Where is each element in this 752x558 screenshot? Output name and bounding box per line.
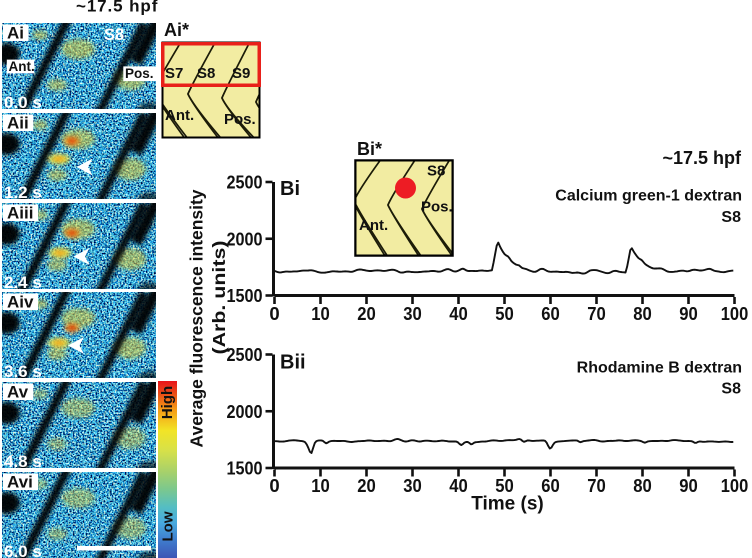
- svg-text:4.8 s: 4.8 s: [4, 452, 42, 468]
- svg-text:Bii: Bii: [280, 352, 306, 374]
- svg-text:Aii: Aii: [7, 114, 29, 133]
- svg-text:1.2 s: 1.2 s: [4, 183, 42, 199]
- svg-text:S8: S8: [197, 65, 215, 82]
- svg-text:Ant.: Ant.: [165, 107, 194, 124]
- svg-text:Aiii: Aiii: [7, 204, 33, 223]
- svg-text:S8: S8: [427, 163, 445, 180]
- svg-text:100: 100: [721, 303, 749, 324]
- svg-text:50: 50: [495, 475, 514, 496]
- svg-text:2500: 2500: [227, 172, 263, 193]
- svg-text:2000: 2000: [227, 228, 263, 249]
- svg-text:10: 10: [311, 303, 330, 324]
- svg-text:1500: 1500: [227, 285, 263, 306]
- svg-text:Time (s): Time (s): [471, 494, 544, 515]
- svg-text:Ant.: Ant.: [359, 217, 388, 234]
- svg-text:1500: 1500: [227, 458, 263, 479]
- svg-text:30: 30: [403, 303, 422, 324]
- svg-text:~17.5 hpf: ~17.5 hpf: [662, 148, 742, 168]
- svg-text:3.6 s: 3.6 s: [4, 362, 42, 378]
- svg-text:Rhodamine B dextran: Rhodamine B dextran: [577, 360, 742, 377]
- svg-text:Aiv: Aiv: [7, 293, 34, 312]
- svg-text:0: 0: [269, 303, 279, 324]
- svg-text:~17.5 hpf: ~17.5 hpf: [76, 0, 158, 16]
- svg-text:Ai*: Ai*: [164, 20, 189, 40]
- svg-text:Ai: Ai: [7, 24, 24, 43]
- svg-text:100: 100: [721, 475, 749, 496]
- svg-text:Pos.: Pos.: [421, 199, 453, 216]
- svg-text:S8: S8: [721, 381, 741, 398]
- svg-text:6.0 s: 6.0 s: [4, 542, 42, 558]
- svg-text:Pos.: Pos.: [224, 111, 256, 128]
- svg-text:50: 50: [495, 303, 514, 324]
- svg-text:80: 80: [633, 475, 652, 496]
- svg-text:90: 90: [679, 303, 698, 324]
- svg-text:0.0 s: 0.0 s: [4, 93, 42, 109]
- svg-text:Calcium green-1 dextran: Calcium green-1 dextran: [555, 188, 742, 205]
- svg-text:30: 30: [403, 475, 422, 496]
- svg-text:90: 90: [679, 475, 698, 496]
- svg-text:S8: S8: [721, 209, 741, 226]
- svg-text:70: 70: [587, 475, 606, 496]
- svg-text:60: 60: [541, 303, 560, 324]
- svg-text:20: 20: [357, 303, 376, 324]
- svg-text:0: 0: [269, 475, 279, 496]
- svg-text:S8: S8: [104, 26, 124, 44]
- svg-text:Average fluorescence intensity: Average fluorescence intensity: [187, 189, 207, 447]
- svg-text:20: 20: [357, 475, 376, 496]
- svg-text:2500: 2500: [227, 344, 263, 365]
- svg-text:Ant.: Ant.: [9, 59, 35, 74]
- svg-text:80: 80: [633, 303, 652, 324]
- svg-text:70: 70: [587, 303, 606, 324]
- svg-text:40: 40: [449, 475, 468, 496]
- svg-text:Avi: Avi: [7, 473, 33, 492]
- svg-text:2.4 s: 2.4 s: [4, 273, 42, 289]
- svg-text:S7: S7: [165, 65, 183, 82]
- svg-text:10: 10: [311, 475, 330, 496]
- svg-text:60: 60: [541, 475, 560, 496]
- svg-text:Bi: Bi: [280, 178, 300, 200]
- svg-text:Bi*: Bi*: [357, 139, 382, 159]
- svg-text:(Arb. units): (Arb. units): [209, 241, 229, 355]
- svg-text:S9: S9: [232, 65, 250, 82]
- svg-text:2000: 2000: [227, 401, 263, 422]
- svg-text:Av: Av: [7, 383, 29, 402]
- svg-text:Pos.: Pos.: [125, 66, 154, 81]
- svg-text:40: 40: [449, 303, 468, 324]
